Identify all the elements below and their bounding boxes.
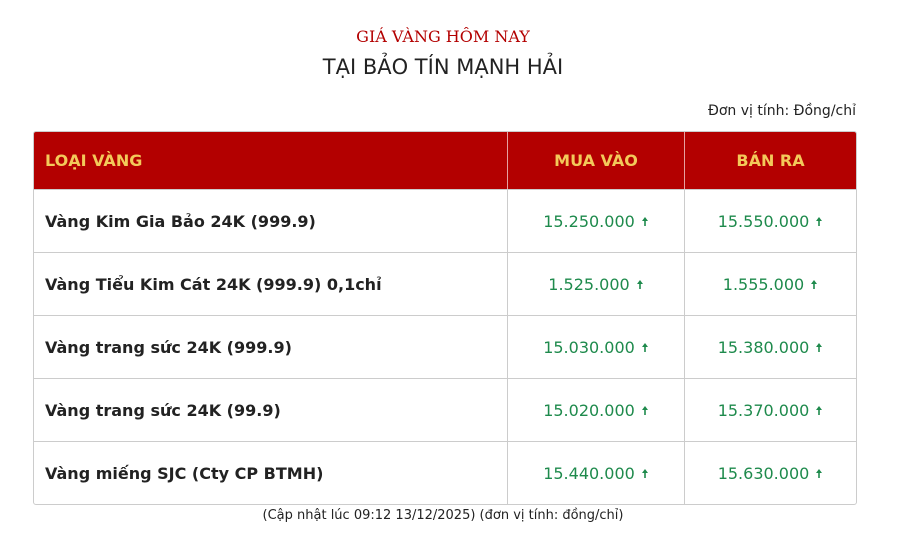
up-arrow xyxy=(636,279,643,289)
page-subtitle: TẠI BẢO TÍN MẠNH HẢI xyxy=(322,55,564,79)
price-row: Vàng trang sức 24K (999.9) 15.030.000 15.3… xyxy=(34,315,856,378)
price-text: 15.550.000 xyxy=(717,211,810,231)
price-row: Vàng Kim Gia Bảo 24K (999.9) 15.250.000 15… xyxy=(34,189,856,252)
price-cell: 15.380.000 xyxy=(684,316,856,378)
price-cell: 1.555.000 xyxy=(684,253,856,315)
gold-type: Vàng trang sức 24K (99.9) xyxy=(34,379,507,441)
gold-type-text: Vàng trang sức 24K (999.9) xyxy=(45,337,292,357)
up-arrow xyxy=(816,216,823,226)
price-text: 1.555.000 xyxy=(722,274,805,294)
price-text: 15.030.000 xyxy=(543,337,635,357)
price-text: 15.020.000 xyxy=(543,400,635,420)
price-cell: 15.370.000 xyxy=(684,379,856,441)
gold-type: Vàng miếng SJC (Cty CP BTMH) xyxy=(34,442,507,504)
up-arrow xyxy=(811,279,818,289)
price-row: Vàng trang sức 24K (99.9) 15.020.000 15.37… xyxy=(34,378,856,441)
up-arrow xyxy=(641,342,648,352)
gold-type: Vàng Kim Gia Bảo 24K (999.9) xyxy=(34,190,507,252)
up-arrow xyxy=(641,468,648,478)
price-cell: 15.440.000 xyxy=(507,442,684,504)
page-title: GIÁ VÀNG HÔM NAY xyxy=(356,27,530,46)
price-cell: 15.630.000 xyxy=(684,442,856,504)
gold-type-text: Vàng Kim Gia Bảo 24K (999.9) xyxy=(45,211,316,231)
up-arrow xyxy=(641,405,648,415)
column-header: BÁN RA xyxy=(684,132,856,189)
up-arrow xyxy=(816,468,823,478)
price-text: 15.250.000 xyxy=(543,211,635,231)
price-text: 15.380.000 xyxy=(717,337,810,357)
price-text: 15.440.000 xyxy=(543,463,635,483)
price-row: Vàng miếng SJC (Cty CP BTMH) 15.440.000 15… xyxy=(34,441,856,504)
column-header: MUA VÀO xyxy=(507,132,684,189)
gold-type: Vàng trang sức 24K (999.9) xyxy=(34,316,507,378)
price-table: LOẠI VÀNG MUA VÀO BÁN RA Vàng Kim Gia Bảo 2… xyxy=(33,131,857,505)
price-text: 1.525.000 xyxy=(548,274,630,294)
price-text: 15.370.000 xyxy=(717,400,810,420)
footer-note: (Cập nhật lúc 09:12 13/12/2025) (đơn vị … xyxy=(262,508,624,523)
gold-type-text: Vàng Tiểu Kim Cát 24K (999.9) 0,1chỉ xyxy=(45,274,382,294)
price-row: Vàng Tiểu Kim Cát 24K (999.9) 0,1chỉ 1.52… xyxy=(34,252,856,315)
up-arrow xyxy=(816,405,823,415)
price-cell: 1.525.000 xyxy=(507,253,684,315)
price-text: 15.630.000 xyxy=(717,463,810,483)
header-row: LOẠI VÀNG MUA VÀO BÁN RA xyxy=(34,132,856,189)
price-cell: 15.020.000 xyxy=(507,379,684,441)
price-cell: 15.550.000 xyxy=(684,190,856,252)
unit-note: Đơn vị tính: Đồng/chỉ xyxy=(707,103,856,119)
gold-type-text: Vàng miếng SJC (Cty CP BTMH) xyxy=(45,463,324,483)
up-arrow xyxy=(816,342,823,352)
up-arrow xyxy=(641,216,648,226)
price-cell: 15.250.000 xyxy=(507,190,684,252)
column-header: LOẠI VÀNG xyxy=(45,151,143,170)
gold-type: Vàng Tiểu Kim Cát 24K (999.9) 0,1chỉ xyxy=(34,253,507,315)
gold-type-text: Vàng trang sức 24K (99.9) xyxy=(45,400,281,420)
price-cell: 15.030.000 xyxy=(507,316,684,378)
